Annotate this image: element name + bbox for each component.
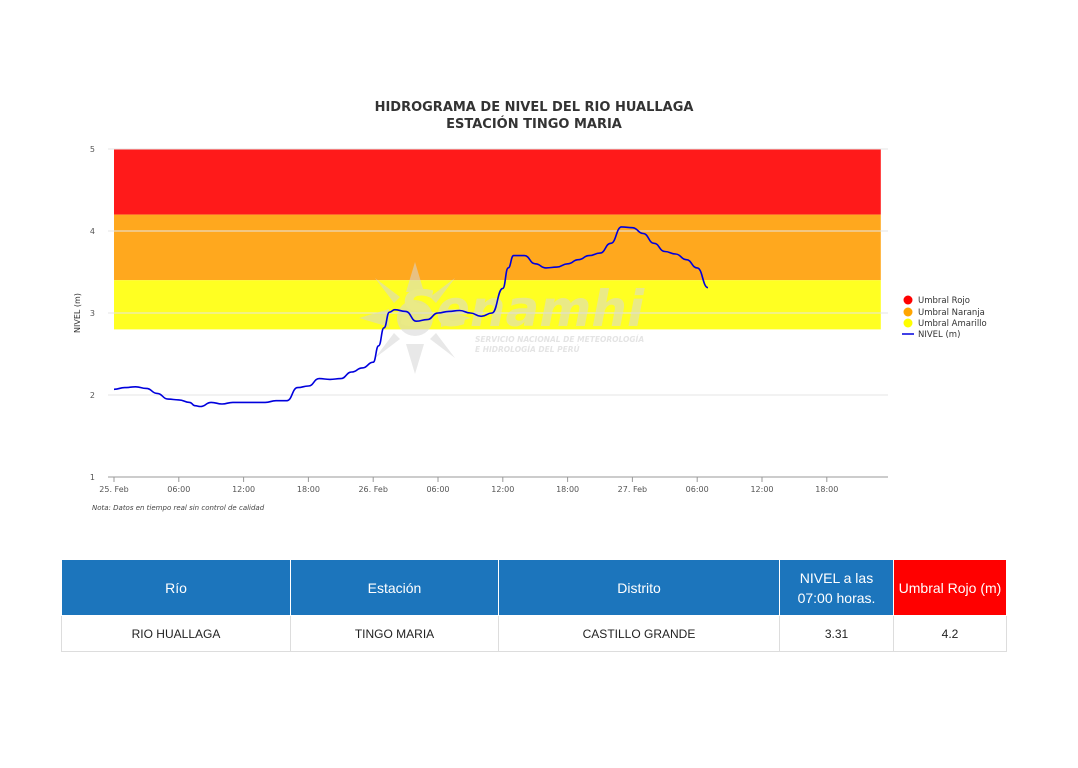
y-tick-label: 3 bbox=[90, 309, 95, 318]
y-tick-label: 5 bbox=[90, 145, 95, 154]
legend-label-naranja: Umbral Naranja bbox=[918, 308, 985, 318]
legend-item-nivel[interactable]: NIVEL (m) bbox=[902, 330, 960, 340]
chart-subtitle: ESTACIÓN TINGO MARIA bbox=[446, 116, 622, 132]
station-table: Río Estación Distrito NIVEL a las 07:00 h… bbox=[61, 559, 1007, 652]
x-tick-label: 06:00 bbox=[426, 485, 449, 494]
header-nivel: NIVEL a las 07:00 horas. bbox=[779, 559, 894, 616]
chart-title: HIDROGRAMA DE NIVEL DEL RIO HUALLAGA bbox=[375, 100, 694, 115]
x-tick-label: 12:00 bbox=[750, 485, 773, 494]
header-distrito: Distrito bbox=[498, 559, 780, 616]
header-umbral-rojo: Umbral Rojo (m) bbox=[893, 559, 1007, 616]
cell-nivel: 3.31 bbox=[779, 615, 894, 652]
x-tick-label: 12:00 bbox=[232, 485, 255, 494]
cell-umbral: 4.2 bbox=[893, 615, 1007, 652]
chart-note: Nota: Datos en tiempo real sin control d… bbox=[92, 504, 265, 512]
watermark-brand: Senamhi bbox=[400, 280, 645, 338]
band-umbral-amarillo bbox=[114, 280, 881, 330]
x-tick-label: 06:00 bbox=[686, 485, 709, 494]
header-rio: Río bbox=[61, 559, 291, 616]
watermark-line1: SERVICIO NACIONAL DE METEOROLOGÍA bbox=[475, 335, 644, 344]
x-tick-label: 18:00 bbox=[815, 485, 838, 494]
x-axis-ticks: 25. Feb 06:00 12:00 18:00 26. Feb 06:00 12:00 1… bbox=[99, 477, 838, 494]
x-tick-label: 26. Feb bbox=[358, 485, 387, 494]
sun-logo-icon bbox=[359, 262, 471, 374]
y-tick-label: 4 bbox=[90, 227, 95, 236]
grid-lines bbox=[108, 148, 888, 396]
legend-item-umbral-amarillo[interactable]: Umbral Amarillo bbox=[903, 318, 987, 330]
band-umbral-rojo bbox=[114, 149, 881, 215]
cell-estacion: TINGO MARIA bbox=[290, 615, 499, 652]
x-tick-label: 12:00 bbox=[491, 485, 514, 494]
hydrograph-chart: HIDROGRAMA DE NIVEL DEL RIO HUALLAGA EST… bbox=[73, 100, 987, 512]
legend-marker-rojo bbox=[903, 295, 913, 305]
legend-label-nivel: NIVEL (m) bbox=[918, 330, 960, 340]
chart-legend: Umbral Rojo Umbral Naranja Umbral Amaril… bbox=[902, 295, 987, 340]
cell-rio: RIO HUALLAGA bbox=[61, 615, 291, 652]
x-tick-label: 25. Feb bbox=[99, 485, 128, 494]
legend-label-rojo: Umbral Rojo bbox=[918, 296, 970, 306]
legend-label-amarillo: Umbral Amarillo bbox=[918, 319, 987, 329]
y-axis-label: NIVEL (m) bbox=[73, 293, 82, 333]
x-tick-label: 18:00 bbox=[556, 485, 579, 494]
legend-marker-amarillo bbox=[903, 318, 913, 328]
legend-item-umbral-rojo[interactable]: Umbral Rojo bbox=[903, 295, 970, 307]
x-tick-label: 18:00 bbox=[297, 485, 320, 494]
cell-distrito: CASTILLO GRANDE bbox=[498, 615, 780, 652]
y-tick-label: 2 bbox=[90, 391, 95, 400]
legend-marker-naranja bbox=[903, 307, 913, 317]
header-nivel-line1: NIVEL a las bbox=[799, 569, 874, 586]
y-tick-label: 1 bbox=[90, 473, 95, 482]
threshold-bands bbox=[114, 149, 881, 330]
table-row: RIO HUALLAGA TINGO MARIA CASTILLO GRANDE… bbox=[61, 615, 1007, 652]
series-layer bbox=[113, 226, 709, 408]
table-header-row: Río Estación Distrito NIVEL a las 07:00 h… bbox=[61, 559, 1007, 616]
legend-item-umbral-naranja[interactable]: Umbral Naranja bbox=[903, 307, 985, 319]
x-tick-label: 06:00 bbox=[167, 485, 190, 494]
senamhi-watermark-logo: Senamhi SERVICIO NACIONAL DE METEOROLOGÍ… bbox=[359, 262, 645, 374]
y-axis-ticks: 1 2 3 4 5 bbox=[90, 145, 95, 482]
x-tick-label: 27. Feb bbox=[618, 485, 647, 494]
watermark-line2: E HIDROLOGÍA DEL PERÚ bbox=[475, 345, 580, 354]
header-estacion: Estación bbox=[290, 559, 499, 616]
series-line-nivel bbox=[113, 226, 709, 408]
header-nivel-line2: 07:00 horas. bbox=[797, 589, 876, 606]
band-umbral-naranja bbox=[114, 214, 881, 281]
